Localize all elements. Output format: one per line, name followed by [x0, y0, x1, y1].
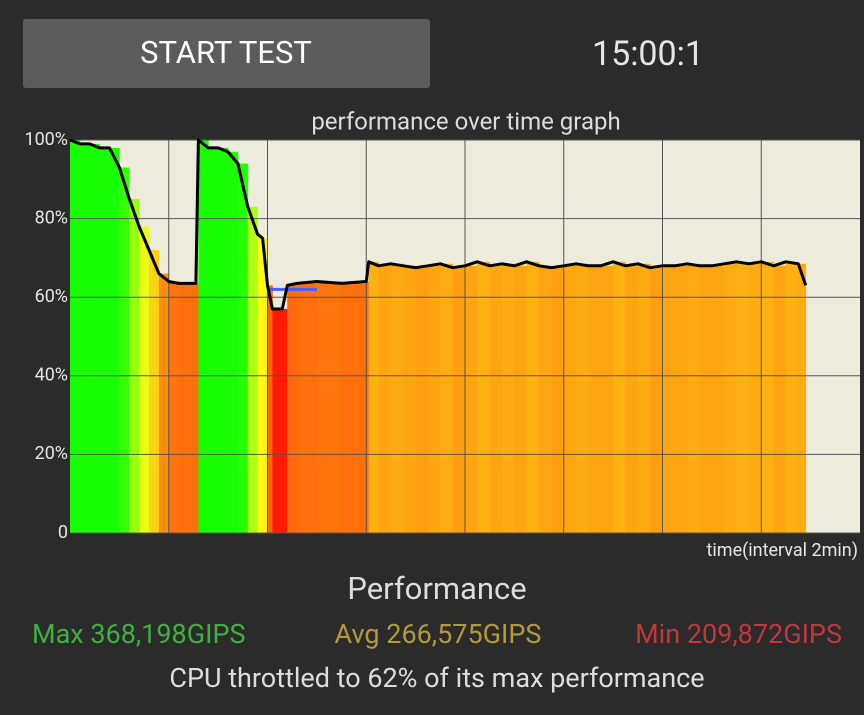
timer: 15:00:1 — [592, 34, 704, 74]
max-stat: Max 368,198GIPS — [32, 618, 246, 650]
area-strip — [378, 265, 392, 533]
area-strip — [625, 265, 639, 533]
area-strip — [168, 281, 180, 533]
area-strip — [699, 265, 713, 533]
area-strip — [563, 265, 577, 533]
area-strip — [158, 273, 170, 533]
area-strip — [711, 265, 725, 533]
area-strip — [415, 267, 429, 533]
y-tick-label: 60% — [35, 286, 68, 307]
area-strip — [613, 261, 626, 533]
area-strip — [316, 281, 342, 533]
area-strip — [687, 263, 700, 533]
area-strip — [262, 238, 268, 533]
area-strip — [287, 285, 298, 533]
area-strip — [89, 143, 101, 533]
area-strip — [427, 265, 441, 533]
x-axis-label: time(interval 2min) — [707, 540, 858, 561]
area-strip — [773, 265, 787, 533]
throttle-note: CPU throttled to 62% of its max performa… — [169, 662, 704, 694]
start-button[interactable] — [23, 19, 430, 88]
area-strip — [403, 265, 417, 533]
area-strip — [109, 147, 120, 534]
summary-title: Performance — [347, 570, 526, 607]
area-strip — [465, 265, 478, 533]
y-tick-label: 20% — [35, 443, 68, 464]
area-strip — [390, 263, 404, 533]
area-strip — [99, 147, 110, 534]
area-strip — [79, 143, 91, 533]
area-strip — [489, 265, 503, 533]
area-strip — [502, 263, 515, 533]
area-strip — [674, 265, 688, 533]
y-tick-label: 100% — [24, 129, 68, 150]
area-strip — [588, 265, 602, 533]
area-strip — [539, 265, 552, 533]
y-tick-label: 0 — [58, 522, 68, 543]
area-strip — [785, 261, 799, 533]
area-strip — [551, 267, 565, 533]
avg-stat: Avg 266,575GIPS — [335, 618, 542, 650]
area-strip — [440, 263, 454, 533]
area-strip — [198, 140, 209, 533]
area-strip — [267, 285, 273, 533]
area-strip — [637, 263, 651, 533]
plot — [69, 138, 860, 534]
area-strip — [149, 250, 160, 534]
area-strip — [514, 265, 528, 533]
area-strip — [237, 163, 249, 533]
area-strip — [178, 283, 189, 533]
area-strip — [297, 283, 318, 533]
area-strip — [119, 167, 130, 533]
min-stat: Min 209,872GIPS — [635, 618, 842, 650]
area-strip — [208, 147, 219, 534]
area-strip — [257, 234, 263, 533]
area-strip — [452, 267, 466, 533]
area-strip — [724, 263, 737, 533]
area-strip — [761, 261, 774, 533]
area-strip — [70, 140, 81, 533]
area-strip — [139, 226, 150, 533]
area-strip — [247, 206, 259, 533]
area-strip — [650, 267, 663, 533]
area-strip — [736, 261, 750, 533]
area-strip — [798, 263, 807, 533]
chart-title: performance over time graph — [311, 107, 620, 135]
area-strip — [129, 198, 140, 533]
area-strip — [195, 283, 199, 533]
area-strip — [526, 261, 540, 533]
area-strip — [228, 151, 239, 534]
area-strip — [600, 265, 614, 533]
area-strip — [477, 261, 491, 533]
area-strip — [368, 261, 379, 533]
area-strip — [218, 147, 229, 534]
area-strip — [282, 308, 288, 533]
start-button-label[interactable]: START TEST — [140, 34, 312, 71]
area-strip — [272, 308, 283, 533]
area-strip — [576, 263, 589, 533]
performance-line — [69, 138, 808, 311]
area-strip — [662, 265, 676, 533]
area-strip — [748, 263, 762, 533]
area-strip — [341, 283, 367, 533]
area-strip — [366, 281, 370, 533]
area-strip — [188, 283, 197, 533]
y-tick-label: 40% — [35, 365, 68, 386]
y-tick-label: 80% — [35, 207, 68, 228]
